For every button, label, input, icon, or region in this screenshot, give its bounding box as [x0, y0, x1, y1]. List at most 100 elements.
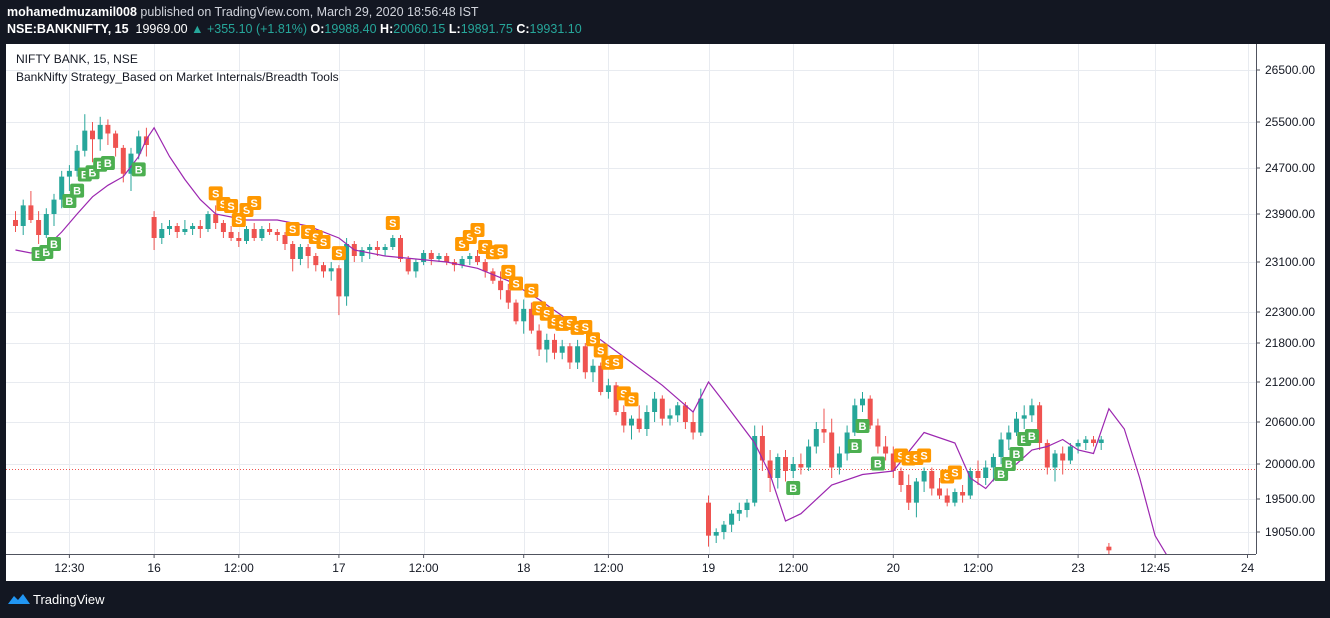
candle[interactable] [1029, 398, 1035, 422]
candle[interactable] [297, 244, 303, 266]
candle[interactable] [451, 259, 457, 272]
candle[interactable] [544, 333, 550, 363]
sell-signal[interactable]: S [593, 343, 608, 358]
candle[interactable] [759, 425, 765, 472]
buy-signal[interactable]: B [131, 162, 146, 177]
candle[interactable] [536, 324, 542, 356]
tradingview-brand[interactable]: TradingView [33, 592, 105, 607]
candle[interactable] [752, 425, 758, 507]
candle[interactable] [1060, 446, 1066, 475]
candle[interactable] [459, 256, 465, 269]
candle[interactable] [844, 425, 850, 461]
candle[interactable] [43, 208, 49, 238]
candle[interactable] [1044, 439, 1050, 475]
price-scale[interactable] [1256, 44, 1325, 581]
candle[interactable] [436, 253, 442, 262]
candle[interactable] [513, 299, 519, 325]
candle[interactable] [228, 226, 234, 241]
sell-signal[interactable]: S [385, 216, 400, 230]
candle[interactable] [960, 485, 966, 503]
candle[interactable] [97, 116, 103, 151]
candle[interactable] [567, 343, 573, 369]
sell-signal[interactable]: S [208, 186, 223, 201]
buy-signal[interactable]: B [847, 439, 862, 453]
sell-signal[interactable]: S [470, 223, 485, 237]
candle[interactable] [983, 460, 989, 486]
candle[interactable] [1052, 450, 1058, 482]
candle[interactable] [66, 165, 72, 191]
candle[interactable] [721, 521, 727, 540]
candle[interactable] [1021, 405, 1027, 429]
candle[interactable] [51, 193, 57, 226]
candle[interactable] [382, 244, 388, 256]
candle[interactable] [1098, 436, 1104, 450]
candle[interactable] [359, 247, 365, 262]
candle[interactable] [1091, 436, 1096, 447]
candle[interactable] [528, 302, 534, 334]
sell-signal[interactable]: S [316, 235, 331, 249]
candle[interactable] [274, 229, 280, 241]
sell-signal[interactable]: S [501, 264, 516, 279]
candle[interactable] [159, 223, 165, 244]
candle[interactable] [921, 467, 927, 493]
candle[interactable] [605, 378, 611, 399]
sell-signal[interactable]: S [578, 320, 593, 334]
candle[interactable] [490, 268, 496, 284]
candle[interactable] [428, 250, 434, 266]
candle[interactable] [467, 253, 473, 266]
candle[interactable] [944, 488, 950, 507]
candle[interactable] [482, 259, 488, 278]
username[interactable]: mohamedmuzamil008 [7, 5, 137, 19]
candle[interactable] [344, 238, 350, 306]
candle[interactable] [405, 256, 411, 275]
candle[interactable] [197, 220, 203, 238]
candle[interactable] [267, 223, 273, 235]
candle[interactable] [367, 244, 373, 259]
candle[interactable] [413, 259, 419, 278]
buy-signal[interactable]: B [786, 481, 801, 495]
candle[interactable] [1014, 412, 1019, 436]
candle[interactable] [336, 265, 342, 316]
candle[interactable] [629, 415, 634, 440]
candle[interactable] [690, 412, 696, 440]
buy-signal[interactable]: B [870, 456, 885, 471]
legend-strategy[interactable]: BankNifty Strategy_Based on Market Inter… [16, 70, 339, 84]
candle[interactable] [28, 191, 34, 223]
buy-signal[interactable]: B [855, 419, 870, 433]
candle[interactable] [136, 130, 142, 160]
candle[interactable] [105, 119, 111, 145]
candle[interactable] [575, 339, 581, 369]
candle[interactable] [182, 220, 188, 235]
candle[interactable] [82, 114, 88, 157]
candle[interactable] [783, 450, 788, 482]
candle[interactable] [475, 250, 480, 266]
sell-signal[interactable]: S [947, 465, 962, 480]
candle[interactable] [321, 262, 326, 278]
candle[interactable] [236, 232, 242, 247]
candle[interactable] [767, 450, 773, 492]
candle[interactable] [990, 453, 996, 482]
candle[interactable] [552, 333, 557, 360]
sell-signal[interactable]: S [493, 244, 508, 259]
candle[interactable] [652, 392, 658, 422]
candle[interactable] [967, 467, 973, 500]
candle[interactable] [736, 502, 742, 521]
candle[interactable] [852, 398, 858, 436]
candle[interactable] [1067, 443, 1073, 464]
candle[interactable] [867, 395, 873, 429]
candle[interactable] [559, 339, 565, 360]
candle[interactable] [806, 439, 812, 472]
candle[interactable] [13, 211, 18, 232]
candle[interactable] [682, 402, 688, 429]
candle[interactable] [174, 223, 180, 238]
candle[interactable] [975, 460, 981, 486]
sell-signal[interactable]: S [917, 448, 932, 463]
buy-signal[interactable]: B [70, 183, 85, 198]
candle[interactable] [883, 436, 889, 461]
sell-signal[interactable]: S [247, 196, 262, 210]
candle[interactable] [521, 299, 527, 334]
candle[interactable] [713, 528, 719, 543]
candle[interactable] [906, 474, 912, 511]
candle[interactable] [790, 457, 796, 478]
candle[interactable] [90, 122, 95, 163]
